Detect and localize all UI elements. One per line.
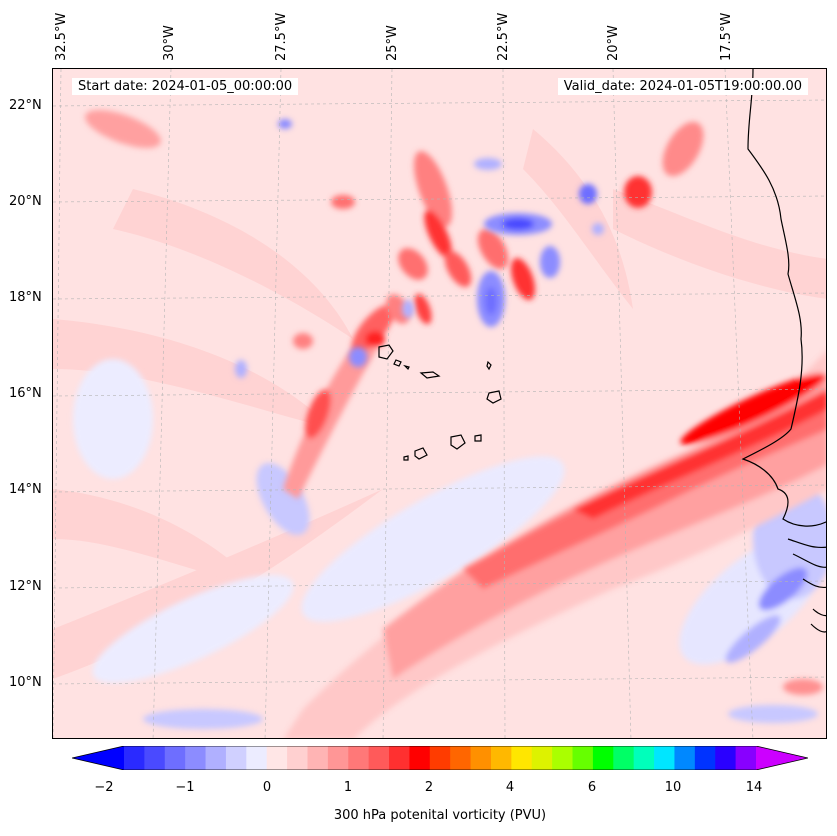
negative-pv-patches bbox=[73, 359, 826, 729]
colorbar-tick-label: 4 bbox=[505, 780, 515, 795]
colorbar-segment bbox=[164, 746, 186, 770]
colorbar-segment bbox=[144, 746, 166, 770]
colorbar-tick-label: 1 bbox=[343, 780, 353, 795]
colorbar-segment bbox=[429, 746, 451, 770]
colorbar bbox=[71, 745, 809, 771]
lon-label-32-5w: 32.5°W bbox=[54, 12, 69, 61]
colorbar-segment bbox=[368, 746, 390, 770]
colorbar-tick-label: 6 bbox=[587, 780, 597, 795]
colorbar-segment bbox=[409, 746, 431, 770]
colorbar-segment bbox=[531, 746, 553, 770]
negative-pv-cells bbox=[235, 119, 604, 378]
colorbar-segment bbox=[389, 746, 410, 770]
colorbar-segment bbox=[307, 746, 329, 770]
colorbar-tick-label: 10 bbox=[664, 780, 682, 795]
colorbar-tick-label: 2 bbox=[424, 780, 434, 795]
pv-field bbox=[53, 69, 826, 738]
colorbar-segment bbox=[592, 746, 614, 770]
colorbar-segment bbox=[613, 746, 635, 770]
lat-label-16n: 16°N bbox=[9, 386, 42, 401]
colorbar-title: 300 hPa potenital vorticity (PVU) bbox=[333, 808, 547, 823]
lat-label-12n: 12°N bbox=[9, 579, 42, 594]
coastlines bbox=[741, 69, 826, 633]
lon-label-20w: 20°W bbox=[606, 25, 621, 61]
colorbar-segment bbox=[552, 746, 574, 770]
colorbar-tick-label: −1 bbox=[175, 780, 195, 795]
colorbar-segment bbox=[287, 746, 308, 770]
colorbar-segment bbox=[205, 746, 227, 770]
colorbar-under-extension bbox=[72, 746, 124, 770]
colorbar-segment bbox=[266, 746, 288, 770]
colorbar-segment bbox=[490, 746, 512, 770]
lat-label-20n: 20°N bbox=[9, 194, 42, 209]
colorbar-segment bbox=[450, 746, 472, 770]
colorbar-segment bbox=[348, 746, 370, 770]
colorbar-segment bbox=[735, 746, 757, 770]
start-date-label: Start date: 2024-01-05_00:00:00 bbox=[72, 78, 299, 95]
colorbar-segment bbox=[124, 746, 145, 770]
lon-label-17-5w: 17.5°W bbox=[719, 12, 734, 61]
lon-label-25w: 25°W bbox=[385, 25, 400, 61]
colorbar-segment bbox=[185, 746, 207, 770]
colorbar-segment bbox=[572, 746, 594, 770]
colorbar-segment bbox=[674, 746, 696, 770]
colorbar-segment bbox=[327, 746, 349, 770]
valid-date-label: Valid_date: 2024-01-05T19:00:00.00 bbox=[557, 78, 808, 95]
island-outlines bbox=[378, 344, 502, 461]
colorbar-segment bbox=[633, 746, 655, 770]
pv-map bbox=[52, 68, 827, 739]
colorbar-svg bbox=[71, 745, 809, 771]
colorbar-segment bbox=[511, 746, 533, 770]
lat-label-10n: 10°N bbox=[9, 675, 42, 690]
lon-label-27-5w: 27.5°W bbox=[274, 12, 289, 61]
colorbar-segment bbox=[470, 746, 492, 770]
colorbar-tick-label: −2 bbox=[94, 780, 114, 795]
colorbar-segment bbox=[694, 746, 716, 770]
colorbar-segment bbox=[225, 746, 247, 770]
gridlines bbox=[53, 69, 826, 738]
lon-label-22-5w: 22.5°W bbox=[496, 12, 511, 61]
lat-label-18n: 18°N bbox=[9, 290, 42, 305]
lat-label-22n: 22°N bbox=[9, 98, 42, 113]
colorbar-over-extension bbox=[756, 746, 808, 770]
colorbar-segment bbox=[246, 746, 268, 770]
colorbar-tick-label: 0 bbox=[262, 780, 272, 795]
colorbar-segment bbox=[654, 746, 675, 770]
colorbar-segment bbox=[715, 746, 737, 770]
lon-label-30w: 30°W bbox=[162, 25, 177, 61]
colorbar-tick-label: 14 bbox=[745, 780, 763, 795]
lat-label-14n: 14°N bbox=[9, 482, 42, 497]
